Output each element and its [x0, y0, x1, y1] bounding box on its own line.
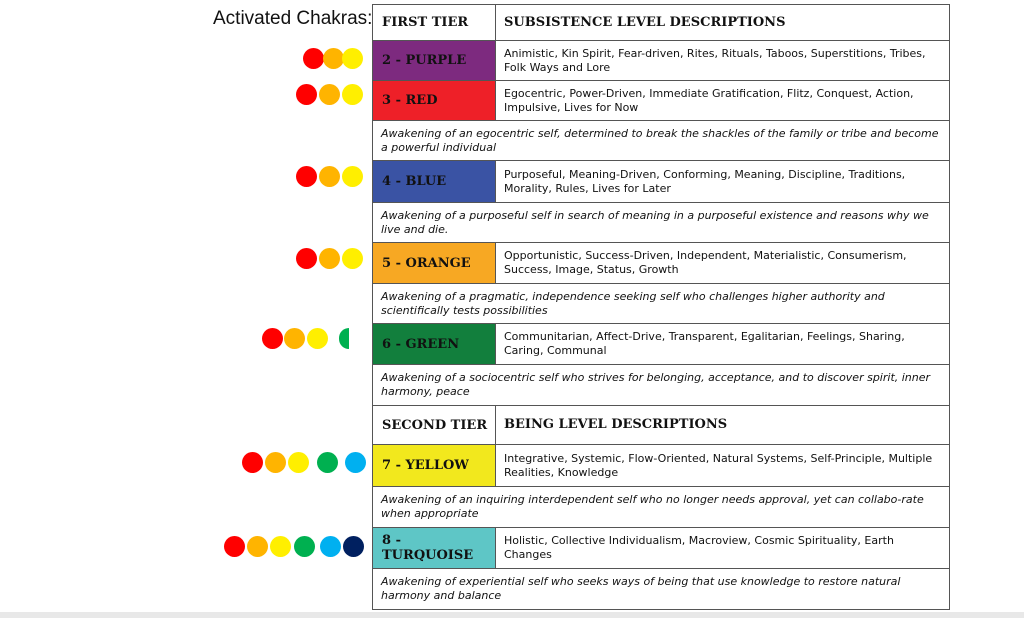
chakra-dot-yellow: [307, 328, 328, 349]
level-label: 2 - PURPLE: [373, 41, 496, 80]
awakening-description: Awakening of a pragmatic, independence s…: [373, 284, 949, 324]
chakra-dot-orange: [319, 166, 340, 187]
chakra-dot-red: [242, 452, 263, 473]
activated-chakras-title: Activated Chakras:: [213, 8, 373, 29]
level-label: 7 - YELLOW: [373, 445, 496, 486]
chakra-dot-blue: [345, 452, 366, 473]
chakra-dot-orange: [319, 248, 340, 269]
chakra-dot-red: [296, 84, 317, 105]
chakra-dot-yellow: [342, 166, 363, 187]
level-row-red: 3 - RED Egocentric, Power-Driven, Immedi…: [373, 81, 949, 121]
chakra-dot-green: [294, 536, 315, 557]
chakra-dot-yellow: [342, 48, 363, 69]
chakra-dot-yellow: [270, 536, 291, 557]
level-row-turquoise: 8 - TURQUOISE Holistic, Collective Indiv…: [373, 528, 949, 569]
level-traits: Animistic, Kin Spirit, Fear-driven, Rite…: [504, 46, 926, 74]
chakra-dot-orange: [284, 328, 305, 349]
level-label: 6 - GREEN: [373, 324, 496, 364]
level-label: 8 - TURQUOISE: [373, 528, 496, 568]
chakra-dot-red: [296, 166, 317, 187]
level-traits: Communitarian, Affect-Drive, Transparent…: [504, 330, 905, 357]
awakening-description: Awakening of a purposeful self in search…: [373, 203, 949, 243]
chakra-dot-red: [296, 248, 317, 269]
level-label: 5 - ORANGE: [373, 243, 496, 283]
level-traits: Holistic, Collective Individualism, Macr…: [504, 534, 894, 561]
first-tier-header: FIRST TIER SUBSISTENCE LEVEL DESCRIPTION…: [373, 5, 949, 41]
level-traits: Purposeful, Meaning-Driven, Conforming, …: [504, 167, 906, 195]
awakening-description: Awakening of an inquiring interdependent…: [373, 487, 949, 528]
chakra-dot-green: [317, 452, 338, 473]
chakra-dot-green-partial: [339, 328, 349, 349]
chakra-dot-orange: [265, 452, 286, 473]
level-row-yellow: 7 - YELLOW Integrative, Systemic, Flow-O…: [373, 445, 949, 487]
level-row-orange: 5 - ORANGE Opportunistic, Success-Driven…: [373, 243, 949, 284]
spiral-levels-table: FIRST TIER SUBSISTENCE LEVEL DESCRIPTION…: [372, 4, 950, 610]
awakening-description: Awakening of experiential self who seeks…: [381, 575, 901, 602]
level-traits: Integrative, Systemic, Flow-Oriented, Na…: [504, 451, 933, 479]
level-row-green: 6 - GREEN Communitarian, Affect-Drive, T…: [373, 324, 949, 365]
level-row-blue: 4 - BLUE Purposeful, Meaning-Driven, Con…: [373, 161, 949, 203]
level-label: 3 - RED: [373, 81, 496, 120]
chakra-dot-red: [262, 328, 283, 349]
chakra-dot-orange: [323, 48, 344, 69]
chakra-dot-orange: [247, 536, 268, 557]
chakra-dot-blue: [320, 536, 341, 557]
tier-label: FIRST TIER: [373, 5, 496, 40]
chakra-dot-yellow: [342, 248, 363, 269]
level-traits: Opportunistic, Success-Driven, Independe…: [504, 249, 907, 276]
chakra-dot-orange: [319, 84, 340, 105]
level-label: 4 - BLUE: [373, 161, 496, 202]
awakening-description: Awakening of an egocentric self, determi…: [373, 121, 949, 161]
chakra-dot-navy: [343, 536, 364, 557]
awakening-description: Awakening of a sociocentric self who str…: [373, 365, 949, 406]
bottom-edge: [0, 612, 1024, 618]
tier-heading: SUBSISTENCE LEVEL DESCRIPTIONS: [504, 14, 786, 30]
second-tier-header: SECOND TIER BEING LEVEL DESCRIPTIONS: [373, 406, 949, 445]
chakra-dot-red: [224, 536, 245, 557]
chakra-dot-yellow: [288, 452, 309, 473]
tier-heading: BEING LEVEL DESCRIPTIONS: [504, 417, 728, 432]
tier-label: SECOND TIER: [373, 406, 496, 444]
level-row-purple: 2 - PURPLE Animistic, Kin Spirit, Fear-d…: [373, 41, 949, 81]
chakra-dot-yellow: [342, 84, 363, 105]
level-traits: Egocentric, Power-Driven, Immediate Grat…: [504, 86, 914, 114]
chakra-dot-red: [303, 48, 324, 69]
